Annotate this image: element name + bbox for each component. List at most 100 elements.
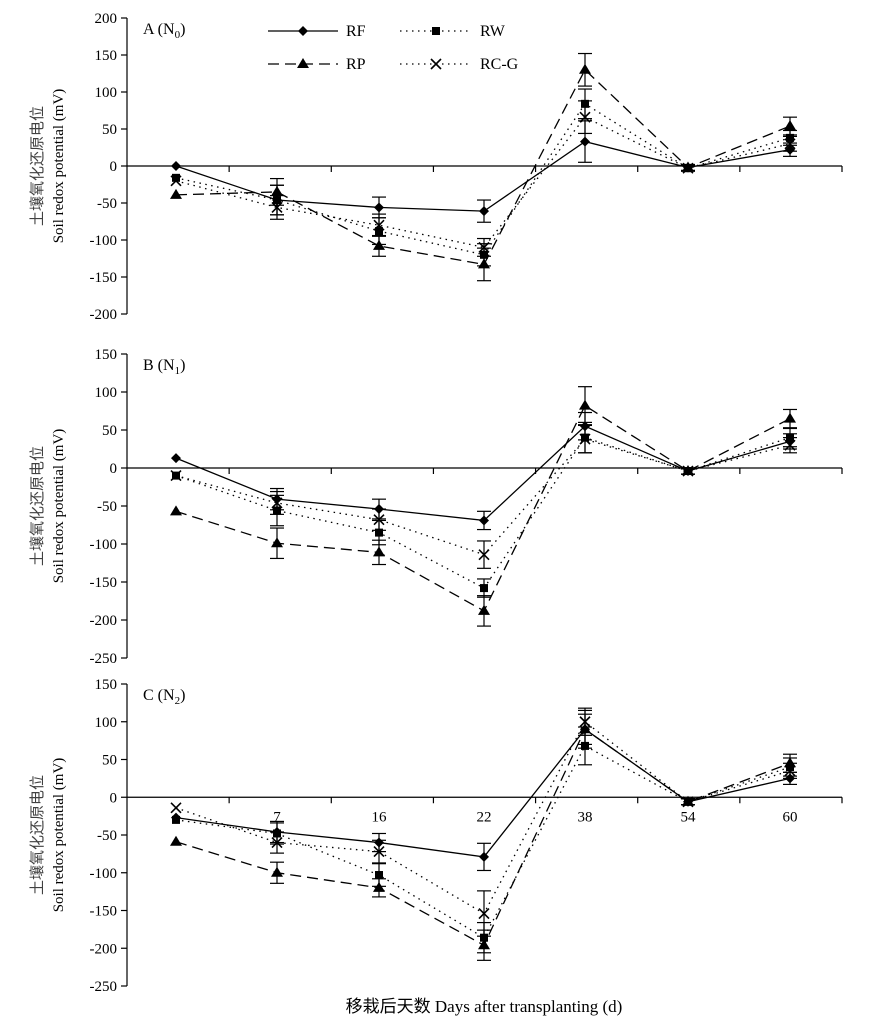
data-point bbox=[271, 201, 283, 214]
data-point bbox=[170, 175, 182, 187]
y-axis-label-cn: 土壤氧化还原电位 bbox=[28, 775, 46, 895]
data-point bbox=[373, 881, 385, 892]
y-tick-label: 100 bbox=[95, 385, 118, 401]
data-point bbox=[579, 111, 591, 123]
data-point bbox=[373, 514, 385, 526]
data-point bbox=[170, 802, 182, 814]
y-tick-label: 100 bbox=[95, 85, 118, 101]
data-point bbox=[580, 136, 590, 147]
data-point bbox=[480, 584, 488, 593]
y-tick-label: 0 bbox=[110, 159, 118, 175]
legend-label: RW bbox=[480, 23, 506, 40]
y-tick-label: -100 bbox=[90, 866, 118, 882]
data-point bbox=[784, 412, 796, 423]
marker-stroke bbox=[784, 138, 796, 150]
x-tick-label: 16 bbox=[372, 809, 388, 825]
legend-marker bbox=[430, 58, 442, 70]
y-tick-label: -150 bbox=[90, 270, 118, 286]
legend-label: RF bbox=[346, 23, 366, 40]
legend-entry-RCG: RC-G bbox=[400, 56, 519, 73]
data-point bbox=[374, 202, 384, 213]
x-tick-label: 38 bbox=[578, 809, 593, 825]
data-point bbox=[375, 871, 383, 880]
data-point bbox=[373, 239, 385, 250]
panel-label: C (N2) bbox=[143, 687, 185, 707]
legend-marker bbox=[297, 58, 309, 68]
y-tick-label: -50 bbox=[97, 499, 117, 515]
x-tick-label: 22 bbox=[477, 809, 492, 825]
series-line bbox=[175, 728, 791, 858]
marker-stroke bbox=[373, 514, 385, 526]
data-point bbox=[170, 188, 182, 199]
y-tick-label: -200 bbox=[90, 613, 118, 629]
y-tick-label: -200 bbox=[90, 941, 118, 957]
data-point bbox=[784, 757, 796, 768]
data-point bbox=[579, 63, 591, 74]
panel-label-sub: 0 bbox=[175, 29, 181, 41]
data-point bbox=[784, 138, 796, 150]
y-axis-label-en: Soil redox potential (mV) bbox=[51, 89, 67, 244]
series-RCG bbox=[170, 100, 797, 257]
legend-entry-RF: RF bbox=[268, 23, 366, 40]
x-tick-label: 7 bbox=[273, 809, 281, 825]
legend-entry-RP: RP bbox=[268, 56, 366, 73]
data-point bbox=[682, 465, 694, 477]
y-axis-label-cn: 土壤氧化还原电位 bbox=[28, 446, 46, 566]
marker-stroke bbox=[170, 802, 182, 814]
marker-stroke bbox=[784, 439, 796, 451]
data-point bbox=[271, 185, 283, 196]
panel-label: B (N1) bbox=[143, 357, 185, 377]
marker-stroke bbox=[579, 111, 591, 123]
data-point bbox=[172, 815, 180, 824]
marker-stroke bbox=[579, 716, 591, 728]
marker-stroke bbox=[271, 201, 283, 214]
data-point bbox=[682, 162, 694, 174]
legend: RF RW RP RC-G bbox=[268, 23, 519, 73]
marker-stroke bbox=[430, 58, 442, 70]
data-point bbox=[170, 835, 182, 846]
panel-label-end: ) bbox=[180, 357, 185, 374]
marker-stroke bbox=[271, 497, 283, 509]
legend-marker bbox=[298, 26, 308, 36]
panel-B: -250 -200 -150 -100 -50 0 50 100 150 土壤氧化还原电位 Soil… bbox=[28, 347, 843, 667]
marker-stroke bbox=[170, 470, 182, 482]
data-point bbox=[478, 939, 490, 950]
data-point bbox=[373, 219, 385, 231]
x-tick-label: 54 bbox=[681, 809, 697, 825]
data-point bbox=[271, 836, 283, 849]
y-tick-label: 150 bbox=[95, 677, 118, 693]
x-axis-label: 移栽后天数 Days after transplanting (d) bbox=[346, 997, 623, 1016]
data-point bbox=[579, 399, 591, 410]
data-point bbox=[373, 546, 385, 557]
x-tick-label: 60 bbox=[783, 809, 798, 825]
data-point bbox=[478, 549, 490, 561]
y-tick-label: 50 bbox=[102, 423, 117, 439]
panel-label-sub: 1 bbox=[175, 365, 181, 377]
y-axis-label-cn: 土壤氧化还原电位 bbox=[28, 106, 46, 226]
data-point bbox=[479, 206, 489, 217]
y-tick-label: -200 bbox=[90, 307, 118, 323]
data-point bbox=[271, 497, 283, 509]
series-line bbox=[175, 116, 791, 249]
series-line bbox=[175, 436, 791, 589]
series-RF bbox=[171, 411, 797, 531]
data-point bbox=[479, 851, 489, 862]
data-point bbox=[579, 433, 591, 445]
series-RF bbox=[171, 713, 797, 872]
data-point bbox=[171, 453, 181, 464]
marker-stroke bbox=[170, 175, 182, 187]
series-line bbox=[175, 425, 791, 522]
y-tick-label: 50 bbox=[102, 122, 117, 138]
panel-label-main: A (N bbox=[143, 21, 175, 38]
series-line bbox=[175, 404, 791, 612]
y-tick-label: 0 bbox=[110, 790, 118, 806]
y-tick-label: 0 bbox=[110, 461, 118, 477]
panel-label-sub: 2 bbox=[175, 695, 181, 707]
series-line bbox=[175, 140, 791, 212]
marker-stroke bbox=[682, 465, 694, 477]
marker-stroke bbox=[579, 433, 591, 445]
legend-label: RP bbox=[346, 56, 366, 73]
data-point bbox=[170, 505, 182, 516]
